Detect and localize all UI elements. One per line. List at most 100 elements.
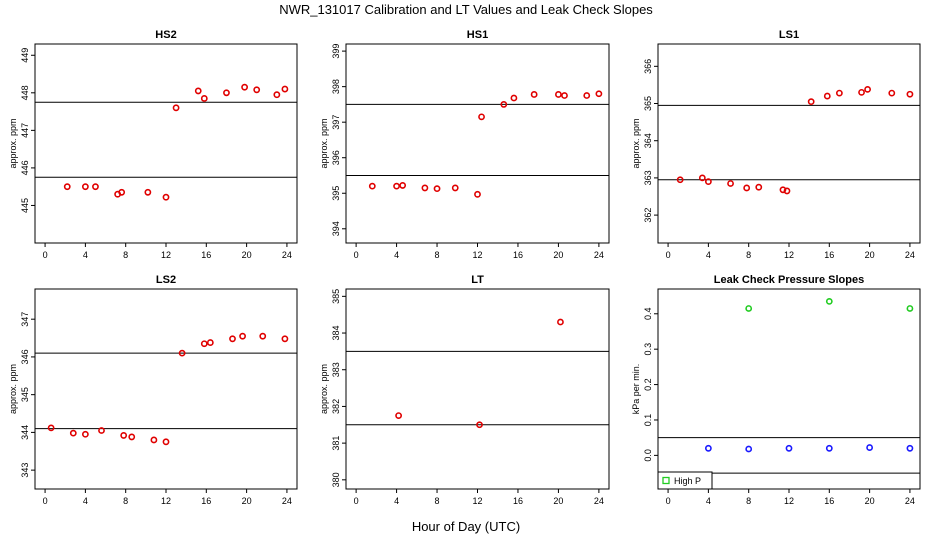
data-point bbox=[81, 183, 89, 191]
panel-1: HS1 0 4 8 12 16 20 24 394 395 396 397 398 399 approx. … bbox=[319, 29, 610, 260]
y-tick-label: 381 bbox=[331, 436, 341, 451]
x-tick-label: 0 bbox=[43, 496, 48, 506]
x-tick-label: 12 bbox=[161, 496, 171, 506]
data-point bbox=[676, 176, 684, 184]
x-tick-label: 16 bbox=[201, 250, 211, 260]
x-tick-label: 0 bbox=[354, 496, 359, 506]
panel-title: LS2 bbox=[156, 274, 176, 286]
data-point bbox=[241, 83, 248, 91]
data-point bbox=[229, 335, 236, 343]
data-point bbox=[150, 436, 158, 444]
data-point bbox=[98, 427, 105, 434]
y-tick-label: 366 bbox=[643, 59, 653, 74]
y-tick-label: 365 bbox=[643, 96, 653, 111]
data-point bbox=[200, 340, 208, 348]
x-tick-label: 0 bbox=[666, 250, 671, 260]
data-point bbox=[144, 188, 152, 196]
data-point bbox=[906, 305, 914, 312]
panel-title: LT bbox=[471, 274, 484, 286]
y-axis-label: approx. ppm bbox=[8, 364, 18, 414]
x-tick-label: 8 bbox=[746, 250, 751, 260]
y-axis-label: approx. ppm bbox=[631, 118, 641, 168]
y-tick-label: 0.3 bbox=[643, 343, 653, 356]
panel-title: LS1 bbox=[779, 29, 799, 41]
y-tick-label: 395 bbox=[331, 186, 341, 201]
x-tick-label: 12 bbox=[784, 496, 794, 506]
x-tick-label: 16 bbox=[201, 496, 211, 506]
data-point bbox=[118, 188, 126, 196]
data-point bbox=[120, 432, 128, 439]
data-point bbox=[557, 318, 564, 326]
x-tick-label: 24 bbox=[282, 496, 292, 506]
x-tick-label: 20 bbox=[865, 250, 875, 260]
x-tick-label: 16 bbox=[513, 250, 523, 260]
x-tick-label: 4 bbox=[394, 496, 399, 506]
data-point bbox=[561, 92, 568, 99]
data-point bbox=[727, 180, 734, 187]
y-tick-label: 394 bbox=[331, 221, 341, 236]
y-axis-label: kPa per min. bbox=[631, 364, 641, 415]
y-tick-label: 397 bbox=[331, 115, 341, 130]
x-tick-label: 4 bbox=[706, 250, 711, 260]
data-point bbox=[476, 421, 483, 429]
data-point bbox=[864, 85, 871, 93]
y-tick-label: 346 bbox=[20, 349, 30, 364]
y-tick-label: 0.0 bbox=[643, 449, 653, 462]
data-point bbox=[162, 438, 170, 446]
data-point bbox=[906, 444, 914, 452]
y-tick-label: 396 bbox=[331, 150, 341, 165]
legend-marker bbox=[662, 476, 670, 485]
data-point bbox=[555, 91, 562, 98]
data-point bbox=[698, 174, 706, 182]
data-point bbox=[704, 444, 712, 452]
x-tick-label: 20 bbox=[865, 496, 875, 506]
data-point bbox=[583, 92, 591, 99]
data-point bbox=[47, 424, 55, 432]
y-tick-label: 0.1 bbox=[643, 414, 653, 427]
y-tick-label: 445 bbox=[20, 198, 30, 213]
data-point bbox=[393, 182, 400, 190]
x-tick-label: 24 bbox=[594, 496, 604, 506]
figure-xlabel: Hour of Day (UTC) bbox=[412, 519, 520, 534]
x-tick-label: 12 bbox=[472, 496, 482, 506]
y-tick-label: 345 bbox=[20, 387, 30, 402]
data-point bbox=[755, 183, 763, 191]
plot-frame bbox=[657, 43, 921, 244]
y-tick-label: 364 bbox=[643, 133, 653, 148]
x-tick-label: 4 bbox=[394, 250, 399, 260]
data-point bbox=[281, 335, 289, 343]
data-point bbox=[451, 184, 459, 192]
data-point bbox=[779, 186, 787, 194]
y-tick-label: 343 bbox=[20, 463, 30, 478]
data-point bbox=[259, 332, 267, 340]
data-point bbox=[421, 184, 429, 192]
data-point bbox=[825, 297, 833, 305]
plot-frame bbox=[345, 43, 610, 244]
data-point bbox=[745, 445, 753, 453]
data-point bbox=[223, 89, 230, 97]
y-tick-label: 448 bbox=[20, 85, 30, 100]
y-tick-label: 380 bbox=[331, 472, 341, 487]
data-point bbox=[433, 185, 441, 193]
x-tick-label: 16 bbox=[824, 250, 834, 260]
panel-title: Leak Check Pressure Slopes bbox=[714, 274, 864, 286]
y-tick-label: 447 bbox=[20, 123, 30, 138]
legend-label: High P bbox=[674, 476, 701, 486]
y-axis-label: approx. ppm bbox=[8, 118, 18, 168]
x-tick-label: 8 bbox=[435, 250, 440, 260]
panel-5: Leak Check Pressure Slopes 0 4 8 12 16 20 24 0.0… bbox=[631, 274, 921, 506]
data-point bbox=[69, 429, 77, 437]
x-tick-label: 24 bbox=[282, 250, 292, 260]
data-point bbox=[858, 88, 865, 96]
data-point bbox=[128, 433, 136, 441]
data-point bbox=[239, 332, 246, 340]
data-point bbox=[785, 444, 793, 452]
x-tick-label: 16 bbox=[824, 496, 834, 506]
x-tick-label: 20 bbox=[242, 250, 252, 260]
y-tick-label: 362 bbox=[643, 208, 653, 223]
x-tick-label: 24 bbox=[905, 496, 915, 506]
data-point bbox=[194, 87, 202, 95]
data-point bbox=[172, 104, 180, 112]
x-tick-label: 4 bbox=[706, 496, 711, 506]
data-point bbox=[807, 98, 815, 106]
